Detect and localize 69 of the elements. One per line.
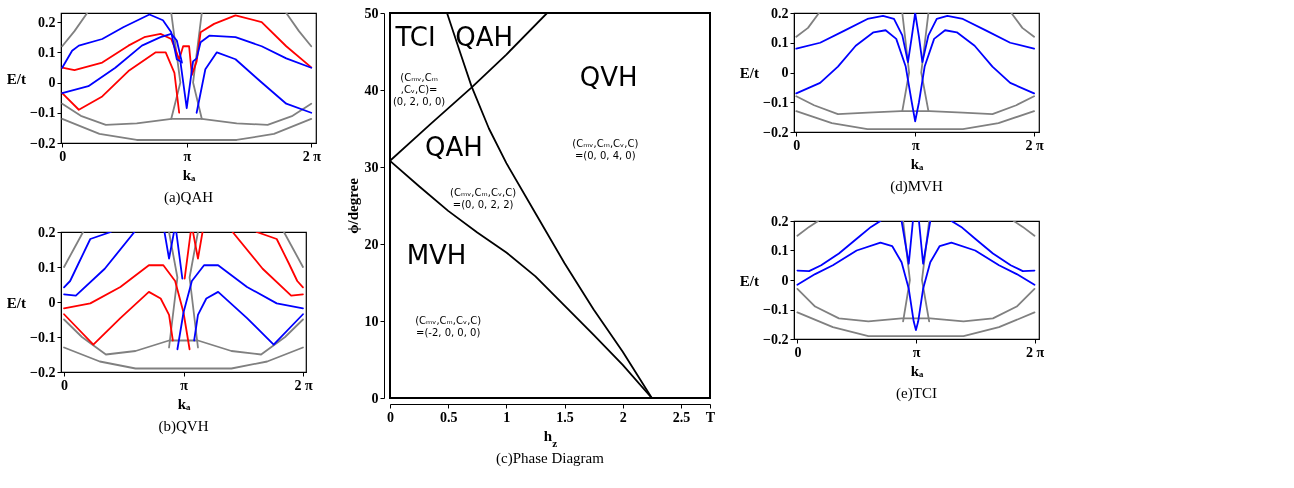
x-tick-label: 2 π [302,148,322,164]
annotation: (Cₘᵥ,Cₘ,Cᵥ,C) =(0, 0, 2, 2) [450,187,517,211]
y-tick-label: 20 [364,236,379,252]
x-tick-label: 0 [387,409,394,425]
x-tick-label: 2 π [294,377,313,393]
y-axis-title: E/t [739,65,760,81]
annotation: (Cₘᵥ,Cₘ,Cᵥ,C) =(-2, 0, 0, 0) [415,315,482,338]
x-tick-label: 0 [61,377,69,393]
y-tick-label: 0.1 [771,243,789,258]
y-tick-label: 0 [781,65,789,80]
text: (d)MVH [890,178,943,195]
annotation: QAH [455,21,514,52]
y-axis-title: E/t [6,70,27,87]
y-tick-label: 0.2 [38,224,56,240]
x-tick-label: 2.5 [672,409,691,425]
y-axis-title: E/t [6,294,27,311]
y-tick-label: 0.1 [38,259,56,275]
x-tick-label: 2 π [1025,137,1045,153]
y-tick-label: −0.2 [30,364,56,380]
x-tick-label: 0 [59,148,67,164]
text: (c)Phase Diagram [496,450,605,467]
y-tick-label: −0.1 [763,94,789,110]
y-tick-label: 0.2 [771,5,789,21]
annotation: QVH [579,62,638,93]
y-axis-title: ϕ/degree [344,177,361,234]
x-tick-label: 0 [794,344,802,360]
y-tick-label: 0.1 [38,44,56,60]
y-tick-label: −0.2 [30,135,56,151]
annotation: (Cₘᵥ,Cₘ,Cᵥ,C) =(0, 0, 4, 0) [572,137,639,161]
annotation: TCI [394,21,436,52]
x-axis-title: h$_{z}$ [543,427,558,449]
y-tick-label: 0 [781,272,789,288]
y-tick-label: 50 [364,5,379,21]
text: (a)QAH [163,189,214,206]
y-tick-label: 40 [364,82,379,98]
x-tick-label: 0 [793,137,801,153]
x-axis-title: kₐ [182,166,196,183]
y-tick-label: 0 [48,75,56,91]
x-tick-label: π [912,344,921,360]
y-tick-label: 0.2 [38,14,56,30]
y-tick-label: 10 [364,313,379,329]
annotation: QAH [425,131,483,162]
x-tick-label: 2 π [1026,344,1045,360]
annotation: MVH [406,239,467,270]
y-tick-label: 0.2 [771,213,789,229]
x-tick-label: 1 [503,409,511,425]
x-tick-label: π [180,377,189,393]
x-axis-title: kₐ [177,395,191,412]
annotation: (Cₘᵥ,Cₘ ,Cᵥ,C)= (0, 2, 0, 0) [392,71,446,107]
y-tick-label: −0.2 [763,124,789,140]
y-tick-label: −0.1 [30,329,56,345]
y-tick-label: 0.1 [771,35,789,51]
y-tick-label: −0.2 [763,331,789,347]
y-tick-label: −0.1 [30,105,56,121]
text: (b)QVH [158,418,209,435]
x-tick-label: 0.5 [439,409,458,425]
x-axis-title: kₐ [910,155,924,172]
y-tick-label: 0 [48,294,56,310]
y-tick-label: −0.1 [763,302,789,317]
x-tick-label: T [705,409,716,425]
y-tick-label: 30 [364,159,379,175]
x-tick-label: 1.5 [556,409,574,425]
y-axis-title: E/t [739,272,760,289]
x-tick-label: π [183,148,192,164]
x-tick-label: 2 [619,409,627,425]
text: (e)TCI [896,385,937,402]
y-tick-label: 0 [371,390,379,406]
x-tick-label: π [911,137,920,153]
x-axis-title: kₐ [910,362,924,379]
